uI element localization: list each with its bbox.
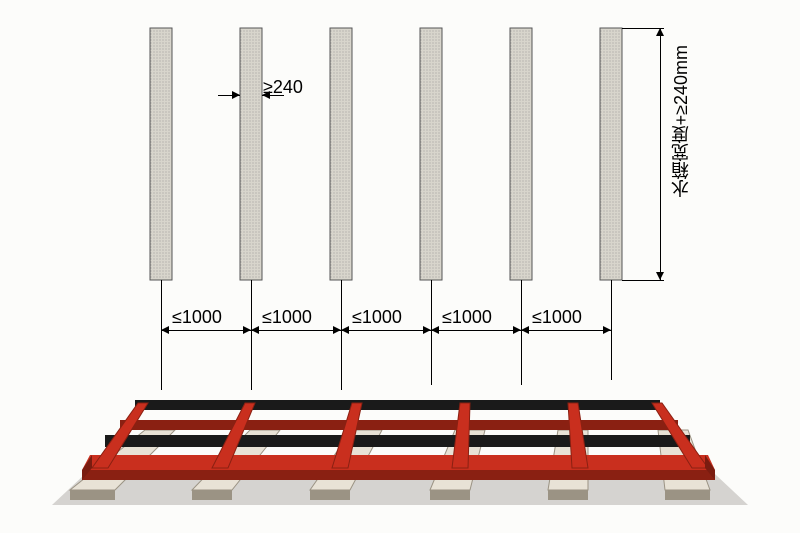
base-frame-svg: [0, 0, 800, 533]
diagram-canvas: ≥240 水箱宽度+≥240mm ≤1000 ≤1000 ≤1000 ≤1000…: [0, 0, 800, 533]
